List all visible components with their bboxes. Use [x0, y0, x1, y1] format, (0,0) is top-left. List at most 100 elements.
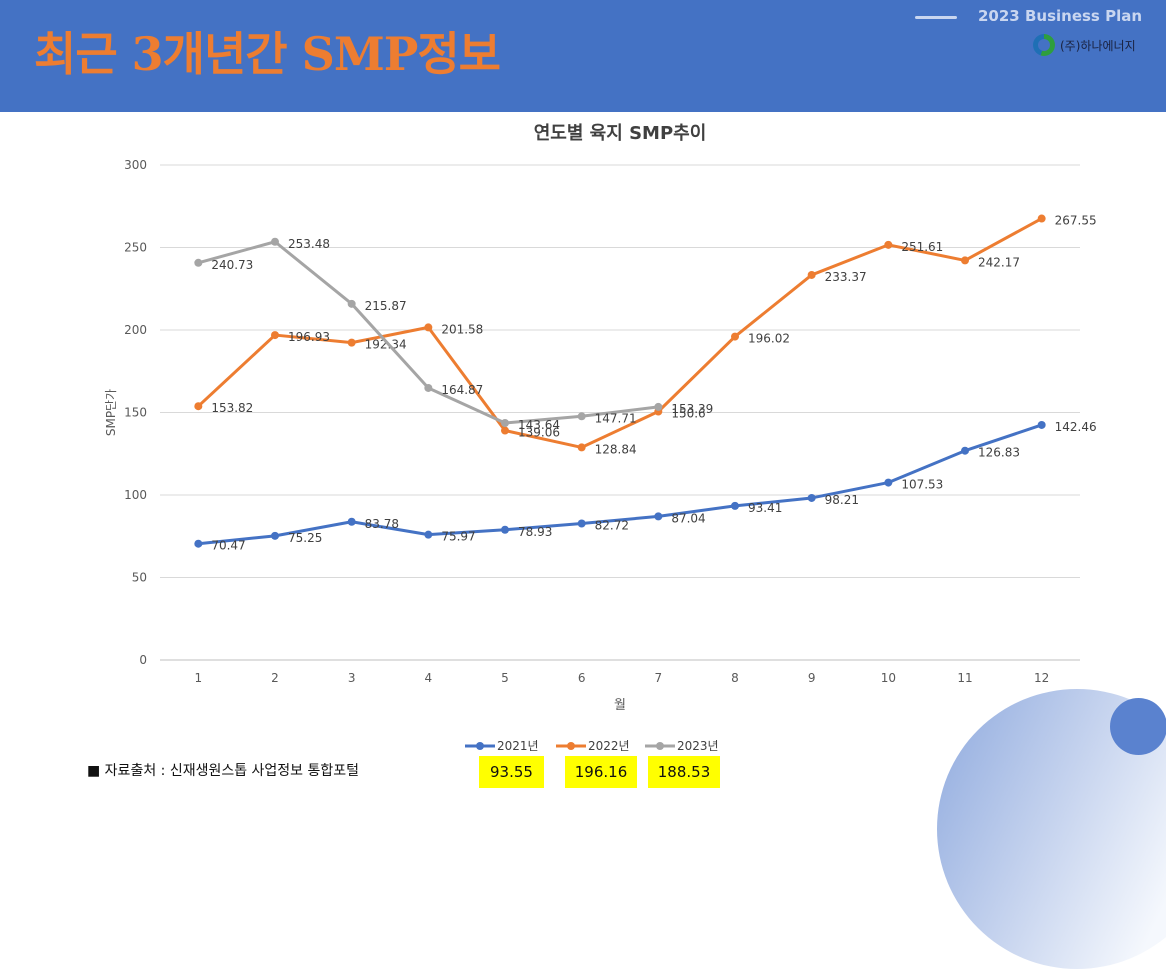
data-point: [424, 530, 433, 539]
x-tick-label: 7: [655, 671, 663, 685]
header-divider-line: [915, 16, 957, 19]
data-label: 251.61: [901, 240, 943, 254]
data-point: [194, 258, 203, 267]
data-label: 164.87: [441, 383, 483, 397]
average-2021-box: 93.55: [479, 756, 544, 788]
data-label: 233.37: [825, 270, 867, 284]
data-label: 192.34: [365, 338, 407, 352]
page-title: 최근 3개년간 SMP정보: [34, 27, 501, 81]
data-point: [961, 446, 969, 455]
data-label: 267.55: [1055, 214, 1097, 228]
company-name: (주)하나에너지: [1060, 38, 1136, 53]
legend-marker: [656, 742, 664, 750]
data-label: 93.41: [748, 501, 782, 515]
data-label: 253.48: [288, 237, 330, 251]
data-label: 128.84: [595, 442, 637, 456]
series-line-3: [196, 240, 660, 425]
data-label: 215.87: [365, 299, 407, 313]
data-point: [884, 240, 893, 249]
data-point: [347, 299, 356, 308]
data-point: [654, 402, 663, 411]
data-point: [731, 501, 739, 510]
legend-entry: 2021년: [497, 739, 539, 753]
data-point: [194, 539, 203, 548]
y-tick-label: 250: [124, 241, 147, 255]
data-label: 87.04: [671, 511, 705, 525]
data-point: [961, 256, 969, 265]
x-tick-label: 12: [1034, 671, 1049, 685]
data-point: [577, 519, 586, 528]
data-point: [501, 525, 509, 534]
data-point: [884, 478, 893, 487]
x-tick-label: 1: [195, 671, 203, 685]
x-tick-label: 10: [881, 671, 896, 685]
data-point: [577, 412, 586, 421]
data-label: 147.71: [595, 411, 637, 425]
data-point: [271, 531, 279, 540]
data-point: [577, 443, 586, 452]
legend-marker: [476, 742, 484, 750]
data-point: [501, 418, 509, 427]
legend-entry: 2023년: [677, 739, 719, 753]
x-tick-label: 11: [957, 671, 972, 685]
data-label: 143.64: [518, 418, 560, 432]
data-label: 153.39: [671, 402, 713, 416]
data-point: [271, 331, 279, 340]
data-point: [731, 332, 739, 341]
data-label: 107.53: [901, 478, 943, 492]
source-note: ■ 자료출처 : 신재생원스톱 사업정보 통합포털: [87, 763, 360, 779]
y-tick-label: 100: [124, 488, 147, 502]
x-tick-label: 5: [501, 671, 509, 685]
data-label: 98.21: [825, 493, 859, 507]
x-tick-label: 3: [348, 671, 356, 685]
data-label: 142.46: [1055, 420, 1097, 434]
x-tick-label: 8: [731, 671, 739, 685]
data-label: 201.58: [441, 322, 483, 336]
data-point: [424, 323, 433, 332]
series-line-2: [196, 217, 1044, 449]
x-tick-label: 2: [271, 671, 279, 685]
y-tick-label: 150: [124, 406, 147, 420]
data-point: [654, 512, 663, 521]
data-label: 82.72: [595, 519, 629, 533]
decorative-circle-small: [1110, 698, 1166, 755]
company-brand: (주)하나에너지: [1033, 32, 1136, 58]
data-point: [271, 237, 279, 246]
data-label: 150.6: [671, 407, 705, 421]
data-point: [807, 270, 816, 279]
series-line-1: [196, 423, 1044, 546]
x-tick-label: 6: [578, 671, 586, 685]
data-label: 196.93: [288, 330, 330, 344]
data-label: 242.17: [978, 255, 1020, 269]
data-label: 83.78: [365, 517, 399, 531]
data-point: [194, 402, 203, 411]
data-point: [424, 383, 433, 392]
y-tick-label: 0: [139, 653, 147, 667]
y-tick-label: 300: [124, 158, 147, 172]
data-point: [347, 517, 356, 526]
legend-entry: 2022년: [588, 739, 630, 753]
data-label: 196.02: [748, 332, 790, 346]
data-label: 78.93: [518, 525, 552, 539]
average-2022-box: 196.16: [565, 756, 637, 788]
y-tick-label: 50: [132, 571, 147, 585]
data-point: [807, 493, 816, 502]
header-bar: 최근 3개년간 SMP정보 2023 Business Plan (주)하나에너…: [0, 0, 1166, 112]
data-label: 153.82: [211, 401, 253, 415]
company-logo-icon: [1033, 34, 1055, 56]
data-label: 139.06: [518, 426, 560, 440]
data-point: [1037, 420, 1046, 429]
business-plan-label: 2023 Business Plan: [978, 7, 1143, 25]
y-axis-label: SMP단가: [104, 389, 118, 436]
data-point: [1037, 214, 1046, 223]
data-point: [347, 338, 356, 347]
chart-title: 연도별 육지 SMP추이: [534, 123, 707, 144]
data-point: [501, 426, 509, 435]
x-axis-label: 월: [614, 698, 626, 713]
y-tick-label: 200: [124, 323, 147, 337]
x-tick-label: 9: [808, 671, 816, 685]
average-2023-box: 188.53: [648, 756, 720, 788]
x-tick-label: 4: [425, 671, 433, 685]
data-label: 70.47: [211, 539, 245, 553]
